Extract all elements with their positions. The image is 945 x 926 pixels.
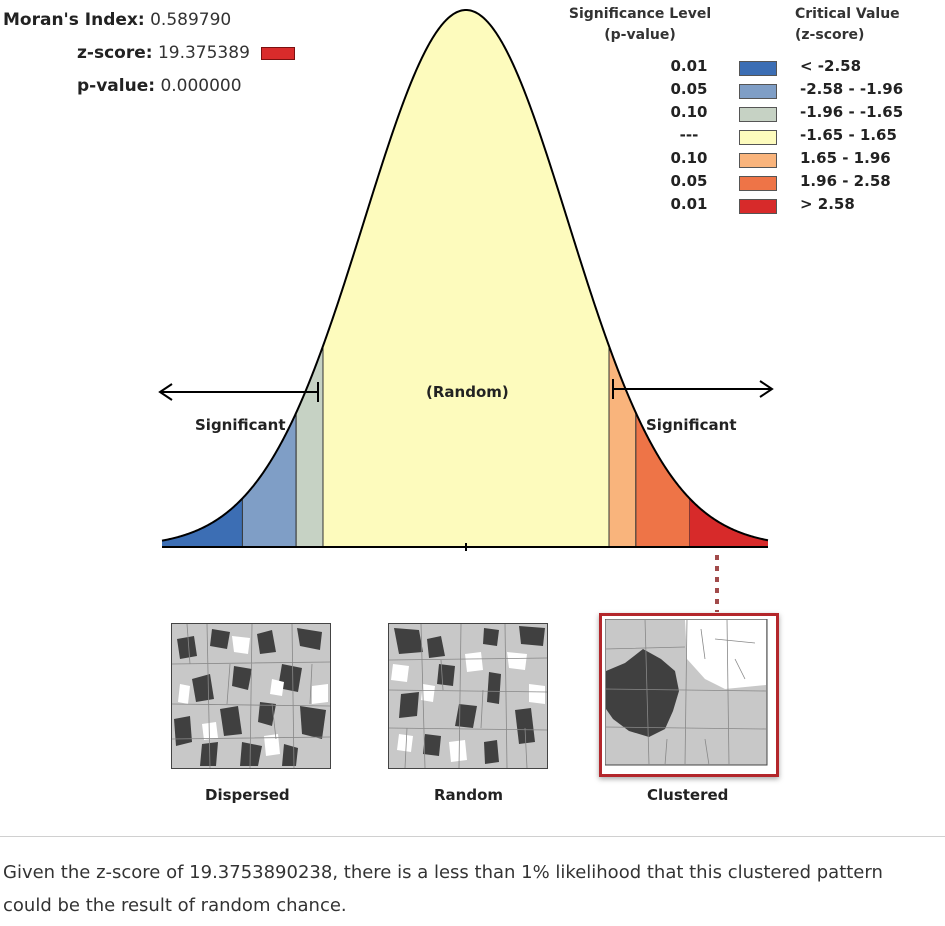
- legend-p-value: ---: [679, 126, 699, 144]
- legend-z-range: 1.96 - 2.58: [800, 172, 891, 190]
- z-score-value: 19.375389: [157, 43, 250, 63]
- legend-row: 0.10 1.65 - 1.96: [0, 149, 945, 172]
- clustered-pattern-map: [605, 619, 768, 766]
- z-score-swatch: [261, 46, 296, 60]
- random-label: Random: [434, 786, 504, 804]
- moran-index-row: Moran's Index: 0.589790: [3, 4, 231, 36]
- legend-row: 0.10 -1.96 - -1.65: [0, 103, 945, 126]
- legend-z-range: -2.58 - -1.96: [800, 80, 904, 98]
- legend-swatch: [739, 84, 777, 99]
- legend-p-value: 0.05: [670, 172, 708, 190]
- section-divider: [0, 836, 945, 837]
- dispersed-label: Dispersed: [205, 786, 290, 804]
- legend-p-value: 0.10: [670, 149, 708, 167]
- left-significant-arrow: [158, 382, 319, 402]
- legend-row: --- -1.65 - 1.65: [0, 126, 945, 149]
- interpretation-message: Given the z-score of 19.3753890238, ther…: [3, 862, 883, 916]
- dispersed-pattern-map: [171, 623, 331, 769]
- critical-value-header: Critical Value (z-score): [795, 4, 935, 46]
- legend-z-range: < -2.58: [800, 57, 862, 75]
- legend-p-value: 0.01: [670, 57, 708, 75]
- curve-region: [322, 9, 610, 548]
- legend-swatch: [739, 153, 777, 168]
- legend-row: 0.01 < -2.58: [0, 57, 945, 80]
- random-pattern-map: [388, 623, 548, 769]
- random-region-label: (Random): [426, 383, 509, 401]
- critical-header-line2: (z-score): [795, 27, 865, 43]
- curve-outline: [161, 8, 769, 542]
- critical-header-line1: Critical Value: [795, 6, 900, 22]
- moran-index-value: 0.589790: [150, 10, 232, 30]
- legend-z-range: -1.65 - 1.65: [800, 126, 897, 144]
- p-value-row: p-value: 0.000000: [77, 70, 242, 102]
- legend-z-range: -1.96 - -1.65: [800, 103, 904, 121]
- z-score-label: z-score:: [77, 43, 153, 63]
- right-significant-arrow: [612, 379, 774, 399]
- legend-p-value: 0.10: [670, 103, 708, 121]
- p-value-value: 0.000000: [160, 76, 242, 96]
- legend-row: 0.05 1.96 - 2.58: [0, 172, 945, 195]
- curve-region: [162, 498, 243, 547]
- significance-header: Significance Level (p-value): [545, 4, 735, 46]
- curve-region: [295, 345, 324, 548]
- clustered-pattern-frame: [599, 613, 779, 777]
- curve-region: [608, 345, 637, 548]
- left-significant-label: Significant: [195, 416, 286, 434]
- legend-swatch: [739, 176, 777, 191]
- clustered-label: Clustered: [647, 786, 729, 804]
- curve-region: [689, 498, 768, 547]
- legend-swatch: [739, 130, 777, 145]
- significance-header-line1: Significance Level: [568, 6, 712, 22]
- legend-row: 0.05 -2.58 - -1.96: [0, 80, 945, 103]
- legend-swatch: [739, 199, 777, 214]
- curve-fills: [162, 9, 768, 548]
- legend-p-value: 0.01: [670, 195, 708, 213]
- p-value-label: p-value:: [77, 76, 156, 96]
- normal-distribution-curve: [158, 8, 774, 612]
- legend-swatch: [739, 61, 777, 76]
- legend-p-value: 0.05: [670, 80, 708, 98]
- moran-index-label: Moran's Index:: [3, 10, 145, 30]
- z-score-row: z-score: 19.375389: [77, 37, 296, 69]
- legend-swatch: [739, 107, 777, 122]
- right-significant-label: Significant: [646, 416, 737, 434]
- legend-row: 0.01 > 2.58: [0, 195, 945, 218]
- legend-z-range: > 2.58: [800, 195, 855, 213]
- significance-header-line2: (p-value): [604, 27, 676, 43]
- legend-z-range: 1.65 - 1.96: [800, 149, 891, 167]
